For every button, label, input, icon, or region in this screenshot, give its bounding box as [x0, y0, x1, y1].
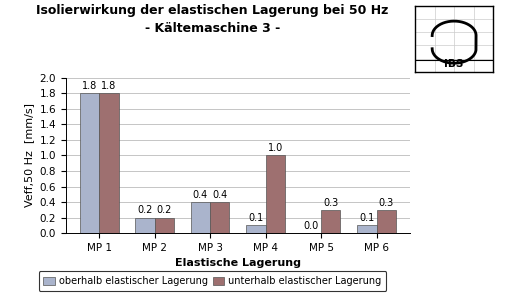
Bar	[321, 210, 340, 233]
Bar	[245, 225, 265, 233]
Bar	[99, 93, 118, 233]
Bar	[210, 202, 229, 233]
Text: 0.4: 0.4	[212, 190, 227, 200]
Bar	[357, 225, 376, 233]
Text: 0.2: 0.2	[156, 205, 172, 215]
Text: - Kältemaschine 3 -: - Kältemaschine 3 -	[144, 22, 280, 35]
Y-axis label: Veff,50 Hz  [mm/s]: Veff,50 Hz [mm/s]	[24, 103, 34, 208]
Bar	[79, 93, 99, 233]
Bar	[376, 210, 395, 233]
Text: 1.0: 1.0	[267, 143, 282, 153]
Text: 0.2: 0.2	[137, 205, 152, 215]
Text: 0.0: 0.0	[303, 221, 318, 231]
Bar	[265, 155, 284, 233]
Text: 0.3: 0.3	[323, 198, 338, 208]
Bar	[135, 218, 154, 233]
Text: 1.8: 1.8	[101, 81, 116, 91]
Text: 0.1: 0.1	[248, 213, 263, 223]
Text: 0.3: 0.3	[378, 198, 393, 208]
Text: 0.1: 0.1	[359, 213, 374, 223]
Bar	[190, 202, 210, 233]
Text: Isolierwirkung der elastischen Lagerung bei 50 Hz: Isolierwirkung der elastischen Lagerung …	[36, 4, 388, 17]
Legend: oberhalb elastischer Lagerung, unterhalb elastischer Lagerung: oberhalb elastischer Lagerung, unterhalb…	[38, 271, 386, 291]
X-axis label: Elastische Lagerung: Elastische Lagerung	[174, 259, 300, 269]
Text: 1.8: 1.8	[82, 81, 97, 91]
Text: 0.4: 0.4	[192, 190, 208, 200]
Bar	[154, 218, 174, 233]
Text: IBS: IBS	[443, 59, 463, 69]
